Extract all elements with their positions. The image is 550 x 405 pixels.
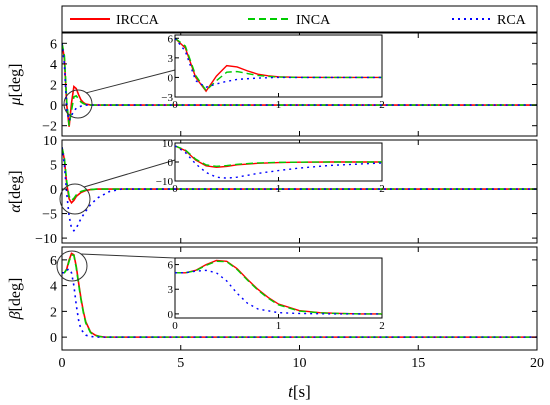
- y-tick-label-mu: 0: [50, 99, 57, 114]
- x-tick-label: 0: [59, 356, 66, 371]
- inset-y-tick-label-alpha: 10: [162, 138, 174, 150]
- inset-y-tick-label-alpha: −10: [156, 176, 174, 188]
- inset-y-tick-label-beta: 0: [168, 309, 174, 321]
- y-axis-symbol-beta: β: [7, 311, 24, 320]
- inset-x-tick-label-mu: 0: [172, 99, 178, 111]
- x-axis-symbol: t: [288, 382, 294, 401]
- x-tick-label: 10: [293, 356, 307, 371]
- inset-beta: 0 3 6 0 1 2: [168, 257, 385, 332]
- series-rca-mu: [62, 43, 537, 124]
- inset-x-tick-label-mu: 1: [276, 99, 282, 111]
- y-axis-unit-alpha: [deg]: [7, 170, 24, 204]
- x-tick-label: 5: [177, 356, 184, 371]
- y-tick-label-alpha: 10: [43, 134, 57, 149]
- inset-x-tick-label-mu: 2: [379, 99, 385, 111]
- y-tick-label-beta: 2: [50, 305, 57, 320]
- inset-series-rca-beta: [175, 269, 382, 315]
- series-inca-beta: [62, 253, 537, 338]
- inset-x-tick-label-alpha: 2: [379, 183, 385, 195]
- series-inca-alpha: [62, 147, 537, 202]
- inset-y-tick-label-mu: 3: [168, 53, 174, 65]
- series-inca-mu: [62, 43, 537, 126]
- inset-series-inca-beta: [175, 260, 382, 315]
- series-rca-beta: [62, 267, 537, 338]
- y-tick-label-alpha: 0: [50, 183, 57, 198]
- inset-x-tick-label-alpha: 0: [172, 183, 178, 195]
- y-tick-label-mu: 2: [50, 79, 57, 94]
- legend-label-rca: RCA: [497, 13, 527, 28]
- legend: IRCCA INCA RCA: [61, 5, 538, 33]
- x-axis-label: t[s]: [288, 382, 311, 401]
- inset-y-tick-label-mu: −3: [161, 92, 173, 104]
- inset-x-tick-label-beta: 1: [276, 320, 282, 332]
- inset-y-tick-label-beta: 6: [168, 260, 174, 272]
- inset-frame-beta: [174, 257, 383, 319]
- inset-x-tick-label-beta: 0: [172, 320, 178, 332]
- inset-series-inca-alpha: [175, 145, 382, 168]
- y-tick-label-mu: −2: [42, 120, 57, 135]
- legend-label-inca: INCA: [296, 13, 331, 28]
- y-tick-label-alpha: −5: [42, 208, 57, 223]
- inset-y-tick-label-mu: 6: [168, 33, 174, 45]
- inset-x-tick-label-alpha: 1: [276, 183, 282, 195]
- inset-x-tick-label-beta: 2: [379, 320, 385, 332]
- y-tick-label-alpha: 5: [50, 159, 57, 174]
- zoom-circle-alpha: [59, 183, 91, 215]
- zoom-circle-beta: [56, 250, 88, 282]
- y-tick-label-mu: 4: [50, 58, 57, 73]
- inset-y-tick-label-beta: 3: [168, 284, 174, 296]
- zoom-circle-mu: [63, 89, 93, 119]
- inset-series-rca-alpha: [175, 145, 382, 179]
- y-tick-label-mu: 6: [50, 37, 57, 52]
- y-axis-label-beta: β[deg]: [7, 278, 24, 321]
- y-axis-label-alpha: α[deg]: [7, 170, 24, 212]
- legend-frame: [61, 5, 538, 33]
- x-tick-label: 20: [530, 356, 544, 371]
- y-axis-unit-mu: [deg]: [7, 64, 24, 98]
- zoom-connector-beta: [80, 253, 176, 259]
- inset-y-tick-label-mu: 0: [168, 72, 174, 84]
- y-tick-label-beta: 4: [50, 280, 57, 295]
- y-tick-label-alpha: −10: [35, 232, 57, 247]
- y-axis-label-mu: μ[deg]: [7, 64, 24, 107]
- y-tick-label-beta: 0: [50, 331, 57, 346]
- y-axis-symbol-mu: μ: [7, 97, 24, 106]
- panel-beta: 0 2 4 6 0 5 10 15 20 β[deg] t[s] 0 3 6 0 1 2: [7, 246, 544, 401]
- y-axis-symbol-alpha: α: [7, 204, 24, 213]
- x-axis-unit: [s]: [293, 382, 311, 401]
- y-axis-unit-beta: [deg]: [7, 278, 24, 312]
- legend-label-ircca: IRCCA: [116, 13, 160, 28]
- zoom-connector-mu: [86, 69, 176, 94]
- inset-series-rca-mu: [175, 37, 382, 88]
- y-tick-label-beta: 6: [50, 254, 57, 269]
- inset-y-tick-label-alpha: 0: [168, 157, 174, 169]
- x-tick-label: 15: [411, 356, 425, 371]
- zoom-connector-alpha: [83, 159, 176, 188]
